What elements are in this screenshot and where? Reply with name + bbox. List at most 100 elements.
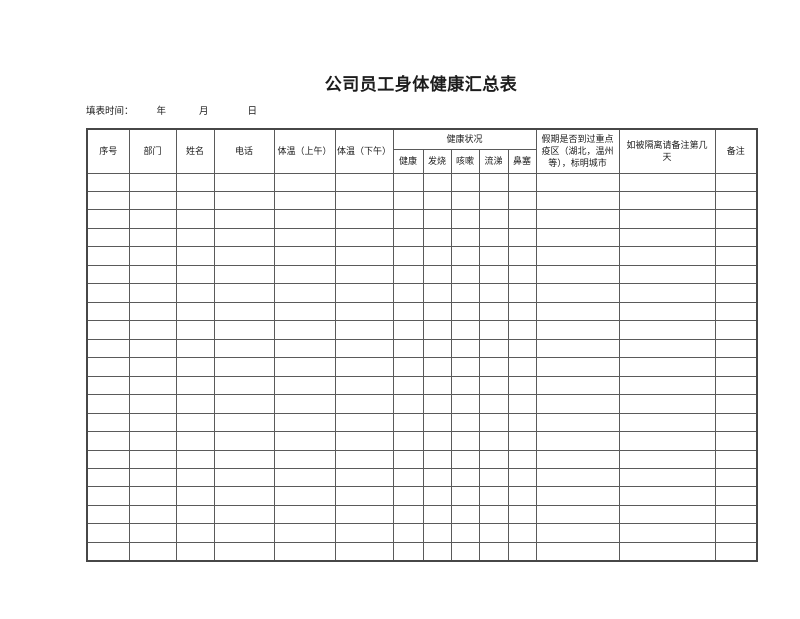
empty-cell [535, 523, 620, 543]
empty-cell [618, 375, 716, 396]
empty-cell [213, 301, 275, 322]
empty-cell [478, 264, 509, 285]
empty-cell [478, 394, 509, 414]
empty-cell [175, 283, 215, 303]
empty-cell [422, 283, 452, 303]
empty-cell [86, 523, 130, 543]
empty-cell [334, 246, 394, 266]
empty-cell [714, 357, 758, 377]
empty-cell [535, 264, 620, 285]
empty-cell [507, 449, 537, 470]
empty-cell [618, 486, 716, 506]
empty-cell [86, 172, 130, 192]
empty-cell [450, 338, 480, 359]
table-row [86, 209, 758, 229]
empty-cell [478, 467, 509, 488]
empty-cell [535, 301, 620, 322]
empty-cell [86, 375, 130, 396]
empty-cell [535, 227, 620, 248]
empty-cell [392, 246, 424, 266]
empty-cell [128, 449, 177, 470]
table-row [86, 375, 758, 396]
empty-cell [450, 375, 480, 396]
empty-cell [86, 209, 130, 229]
empty-cell [535, 486, 620, 506]
empty-cell [128, 486, 177, 506]
table-row [86, 190, 758, 211]
empty-cell [618, 172, 716, 192]
empty-cell [450, 301, 480, 322]
empty-cell [128, 504, 177, 525]
empty-cell [334, 209, 394, 229]
empty-cell [128, 541, 177, 562]
empty-cell [334, 504, 394, 525]
empty-cell [128, 467, 177, 488]
empty-cell [273, 172, 336, 192]
table-row [86, 394, 758, 414]
empty-cell [213, 209, 275, 229]
empty-cell [507, 320, 537, 340]
empty-cell [273, 486, 336, 506]
empty-cell [273, 504, 336, 525]
empty-cell [478, 431, 509, 451]
col-header-quarantine-day: 如被隔离请备注第几天 [618, 128, 716, 174]
empty-cell [618, 301, 716, 322]
empty-cell [535, 412, 620, 433]
empty-cell [175, 357, 215, 377]
empty-cell [213, 467, 275, 488]
empty-cell [478, 227, 509, 248]
col-header-department: 部门 [128, 128, 177, 174]
empty-cell [422, 541, 452, 562]
empty-cell [507, 431, 537, 451]
empty-cell [422, 486, 452, 506]
empty-cell [450, 246, 480, 266]
empty-cell [507, 504, 537, 525]
table-row [86, 301, 758, 322]
empty-cell [86, 467, 130, 488]
empty-cell [392, 523, 424, 543]
empty-cell [478, 449, 509, 470]
empty-cell [618, 412, 716, 433]
empty-cell [213, 449, 275, 470]
empty-cell [618, 523, 716, 543]
empty-cell [478, 246, 509, 266]
empty-cell [392, 375, 424, 396]
empty-cell [334, 283, 394, 303]
empty-cell [714, 227, 758, 248]
subcol-header-runny-nose: 流涕 [478, 148, 509, 174]
empty-cell [478, 412, 509, 433]
empty-cell [273, 412, 336, 433]
empty-cell [128, 357, 177, 377]
empty-cell [175, 301, 215, 322]
empty-cell [507, 541, 537, 562]
col-header-temp-morning: 体温（上午） [273, 128, 336, 174]
subcol-header-healthy: 健康 [392, 148, 424, 174]
empty-cell [714, 541, 758, 562]
empty-cell [422, 264, 452, 285]
page-title: 公司员工身体健康汇总表 [324, 75, 518, 94]
empty-cell [213, 227, 275, 248]
empty-cell [213, 190, 275, 211]
empty-cell [618, 209, 716, 229]
empty-cell [714, 375, 758, 396]
empty-cell [422, 504, 452, 525]
table-row [86, 412, 758, 433]
empty-cell [507, 394, 537, 414]
empty-cell [450, 283, 480, 303]
empty-cell [714, 172, 758, 192]
empty-cell [128, 301, 177, 322]
empty-cell [507, 375, 537, 396]
empty-cell [392, 394, 424, 414]
empty-cell [507, 338, 537, 359]
empty-cell [273, 375, 336, 396]
col-header-epidemic-area: 假期是否到过重点疫区（湖北，温州等），标明城市 [535, 128, 620, 174]
empty-cell [422, 449, 452, 470]
empty-cell [392, 412, 424, 433]
empty-cell [213, 320, 275, 340]
empty-cell [450, 504, 480, 525]
empty-cell [450, 467, 480, 488]
empty-cell [618, 246, 716, 266]
empty-cell [478, 209, 509, 229]
empty-cell [422, 172, 452, 192]
table-row [86, 227, 758, 248]
